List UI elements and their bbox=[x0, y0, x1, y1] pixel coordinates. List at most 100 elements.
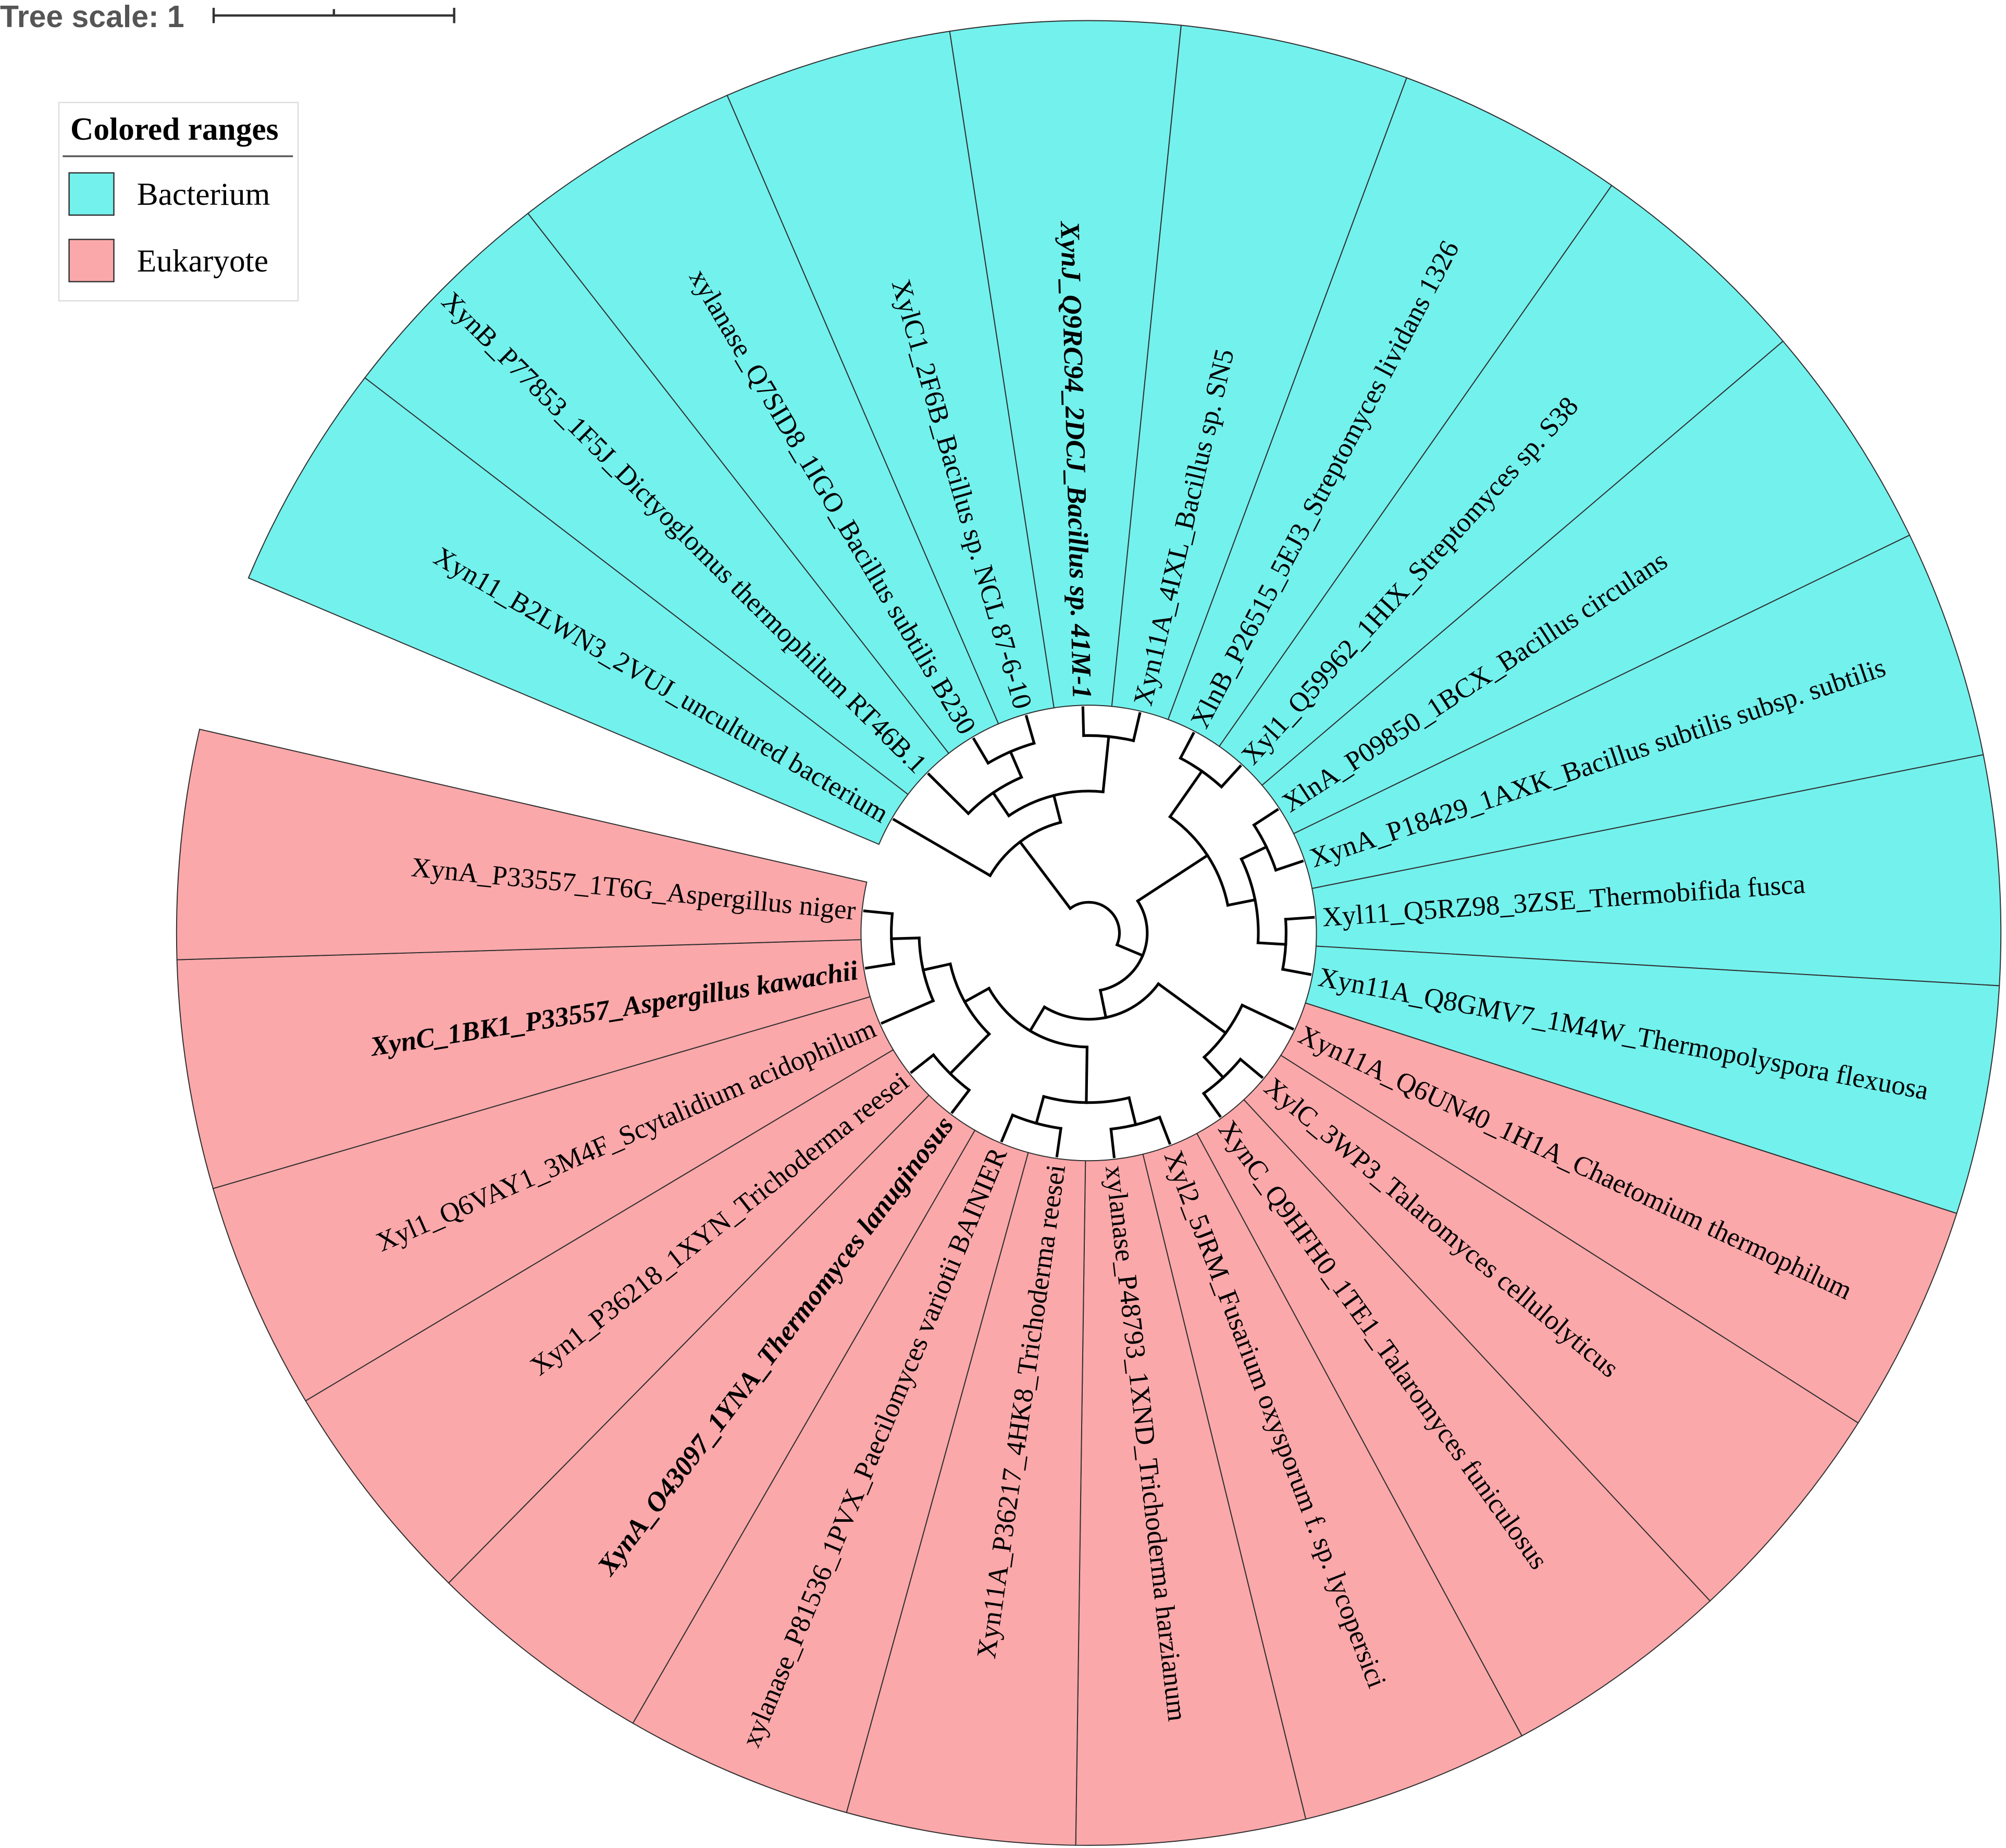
colored-range-wedge bbox=[846, 1152, 1086, 1846]
tree-branch bbox=[1115, 943, 1145, 957]
tree-branch bbox=[1068, 901, 1121, 947]
tree-branch bbox=[1127, 1096, 1137, 1127]
tree-branch bbox=[1135, 853, 1209, 903]
tree-branch bbox=[950, 1088, 971, 1114]
tree-branch bbox=[927, 772, 971, 816]
legend-swatch bbox=[68, 172, 115, 216]
tree-branch bbox=[921, 962, 952, 972]
tree-branch bbox=[986, 741, 1036, 765]
tree-branch bbox=[1085, 1045, 1089, 1104]
tree-branch bbox=[987, 986, 1089, 1049]
colored-range-wedge bbox=[1111, 24, 1408, 720]
tree-branch bbox=[1219, 764, 1242, 789]
legend-title: Colored ranges bbox=[70, 112, 278, 147]
tree-branch bbox=[1252, 808, 1279, 827]
tree-branch bbox=[988, 820, 1062, 878]
tree-branch bbox=[1179, 732, 1195, 760]
tree-branch bbox=[1042, 1094, 1131, 1104]
tree-branch bbox=[1202, 1055, 1225, 1080]
colored-range-wedge bbox=[1075, 1153, 1307, 1846]
colored-range-wedge bbox=[1243, 1054, 1859, 1602]
legend-swatch bbox=[68, 239, 115, 282]
tree-branch bbox=[890, 937, 921, 940]
tree-scale-bar bbox=[212, 7, 455, 23]
colored-range-wedge bbox=[1218, 184, 1784, 786]
tree-branch bbox=[1158, 1115, 1172, 1145]
tree-branch bbox=[1256, 941, 1287, 946]
colored-range-wedge bbox=[1167, 77, 1613, 747]
tree-branch bbox=[1000, 1113, 1014, 1143]
tree-branch bbox=[1168, 769, 1204, 819]
tree-branch bbox=[1082, 734, 1135, 743]
tree-branch bbox=[1008, 749, 1023, 779]
tree-branch bbox=[1098, 899, 1149, 992]
colored-range-wedge bbox=[726, 30, 1055, 725]
tree-branch bbox=[1281, 967, 1312, 976]
tree-branch bbox=[948, 962, 992, 1036]
tree-branch bbox=[1010, 1113, 1062, 1130]
colored-range-wedge bbox=[632, 1129, 1029, 1814]
tree-branch bbox=[890, 912, 896, 966]
legend-item-eukaryote: Eukaryote bbox=[68, 239, 268, 282]
tree-branch bbox=[1024, 714, 1036, 745]
colored-range-wedge bbox=[527, 94, 999, 754]
tree-branch bbox=[931, 1053, 971, 1092]
tree-branch bbox=[1274, 859, 1304, 872]
tree-branch bbox=[910, 1053, 936, 1074]
tree-branch bbox=[1052, 794, 1062, 824]
tree-branch bbox=[1240, 1003, 1294, 1031]
tree-branch bbox=[892, 818, 992, 878]
legend-item-label: Bacterium bbox=[137, 177, 270, 212]
tree-branch bbox=[1098, 989, 1108, 1019]
legend-item-label: Eukaryote bbox=[137, 243, 268, 279]
tree-branch bbox=[991, 791, 1011, 818]
legend-item-bacterium: Bacterium bbox=[68, 172, 270, 216]
tree-branch bbox=[1042, 982, 1160, 1021]
tree-branch bbox=[1055, 1127, 1062, 1157]
tree-branch bbox=[1202, 1057, 1243, 1095]
tree-branch bbox=[863, 909, 894, 915]
tree-branch bbox=[1179, 756, 1223, 789]
legend: Colored ranges Bacterium Eukaryote bbox=[58, 102, 299, 302]
tree-branch bbox=[1202, 1003, 1244, 1059]
tree-branch bbox=[1109, 1127, 1116, 1159]
tree-branch bbox=[1240, 845, 1268, 861]
tree-branch bbox=[1168, 815, 1230, 907]
tree-branch bbox=[880, 999, 935, 1025]
colored-range-wedge bbox=[1196, 1099, 1711, 1737]
tree-branch bbox=[1252, 823, 1278, 872]
tree-branch bbox=[1239, 1057, 1264, 1079]
colored-range-wedge bbox=[176, 939, 871, 1189]
colored-range-wedge bbox=[1293, 534, 1984, 889]
colored-range-wedge bbox=[247, 377, 909, 845]
tree-branch bbox=[1007, 790, 1105, 818]
colored-ranges bbox=[176, 20, 2002, 1846]
colored-range-wedge bbox=[1261, 340, 1911, 834]
colored-range-wedge bbox=[1311, 754, 2002, 987]
colored-range-wedge bbox=[305, 1049, 930, 1584]
tree-scale: Tree scale: 1 bbox=[0, 0, 455, 34]
tree-branch bbox=[1281, 918, 1287, 971]
colored-range-wedge bbox=[1142, 1132, 1523, 1820]
tree-branch bbox=[972, 737, 990, 765]
colored-range-wedge bbox=[212, 996, 894, 1402]
tree-branch bbox=[1156, 982, 1228, 1035]
tree-branch bbox=[1101, 735, 1110, 794]
tree-scale-label: Tree scale: 1 bbox=[0, 0, 184, 34]
tree-branch bbox=[1226, 898, 1257, 907]
tree-branch bbox=[1132, 712, 1142, 743]
colored-range-wedge bbox=[1305, 945, 2000, 1214]
tree-branch bbox=[948, 1032, 992, 1076]
tree-branch bbox=[1109, 1115, 1161, 1131]
tree-branch bbox=[963, 986, 991, 1004]
tree-branch bbox=[1028, 1005, 1047, 1033]
colored-range-wedge bbox=[1280, 1002, 1958, 1424]
colored-range-wedge bbox=[448, 1094, 976, 1724]
tree-branches bbox=[863, 706, 1315, 1159]
tree-branch bbox=[1202, 1091, 1222, 1118]
colored-range-wedge bbox=[949, 20, 1182, 709]
tree-branch bbox=[1034, 1094, 1046, 1125]
tree-branch bbox=[918, 937, 935, 1003]
tree-branch bbox=[1284, 916, 1315, 921]
